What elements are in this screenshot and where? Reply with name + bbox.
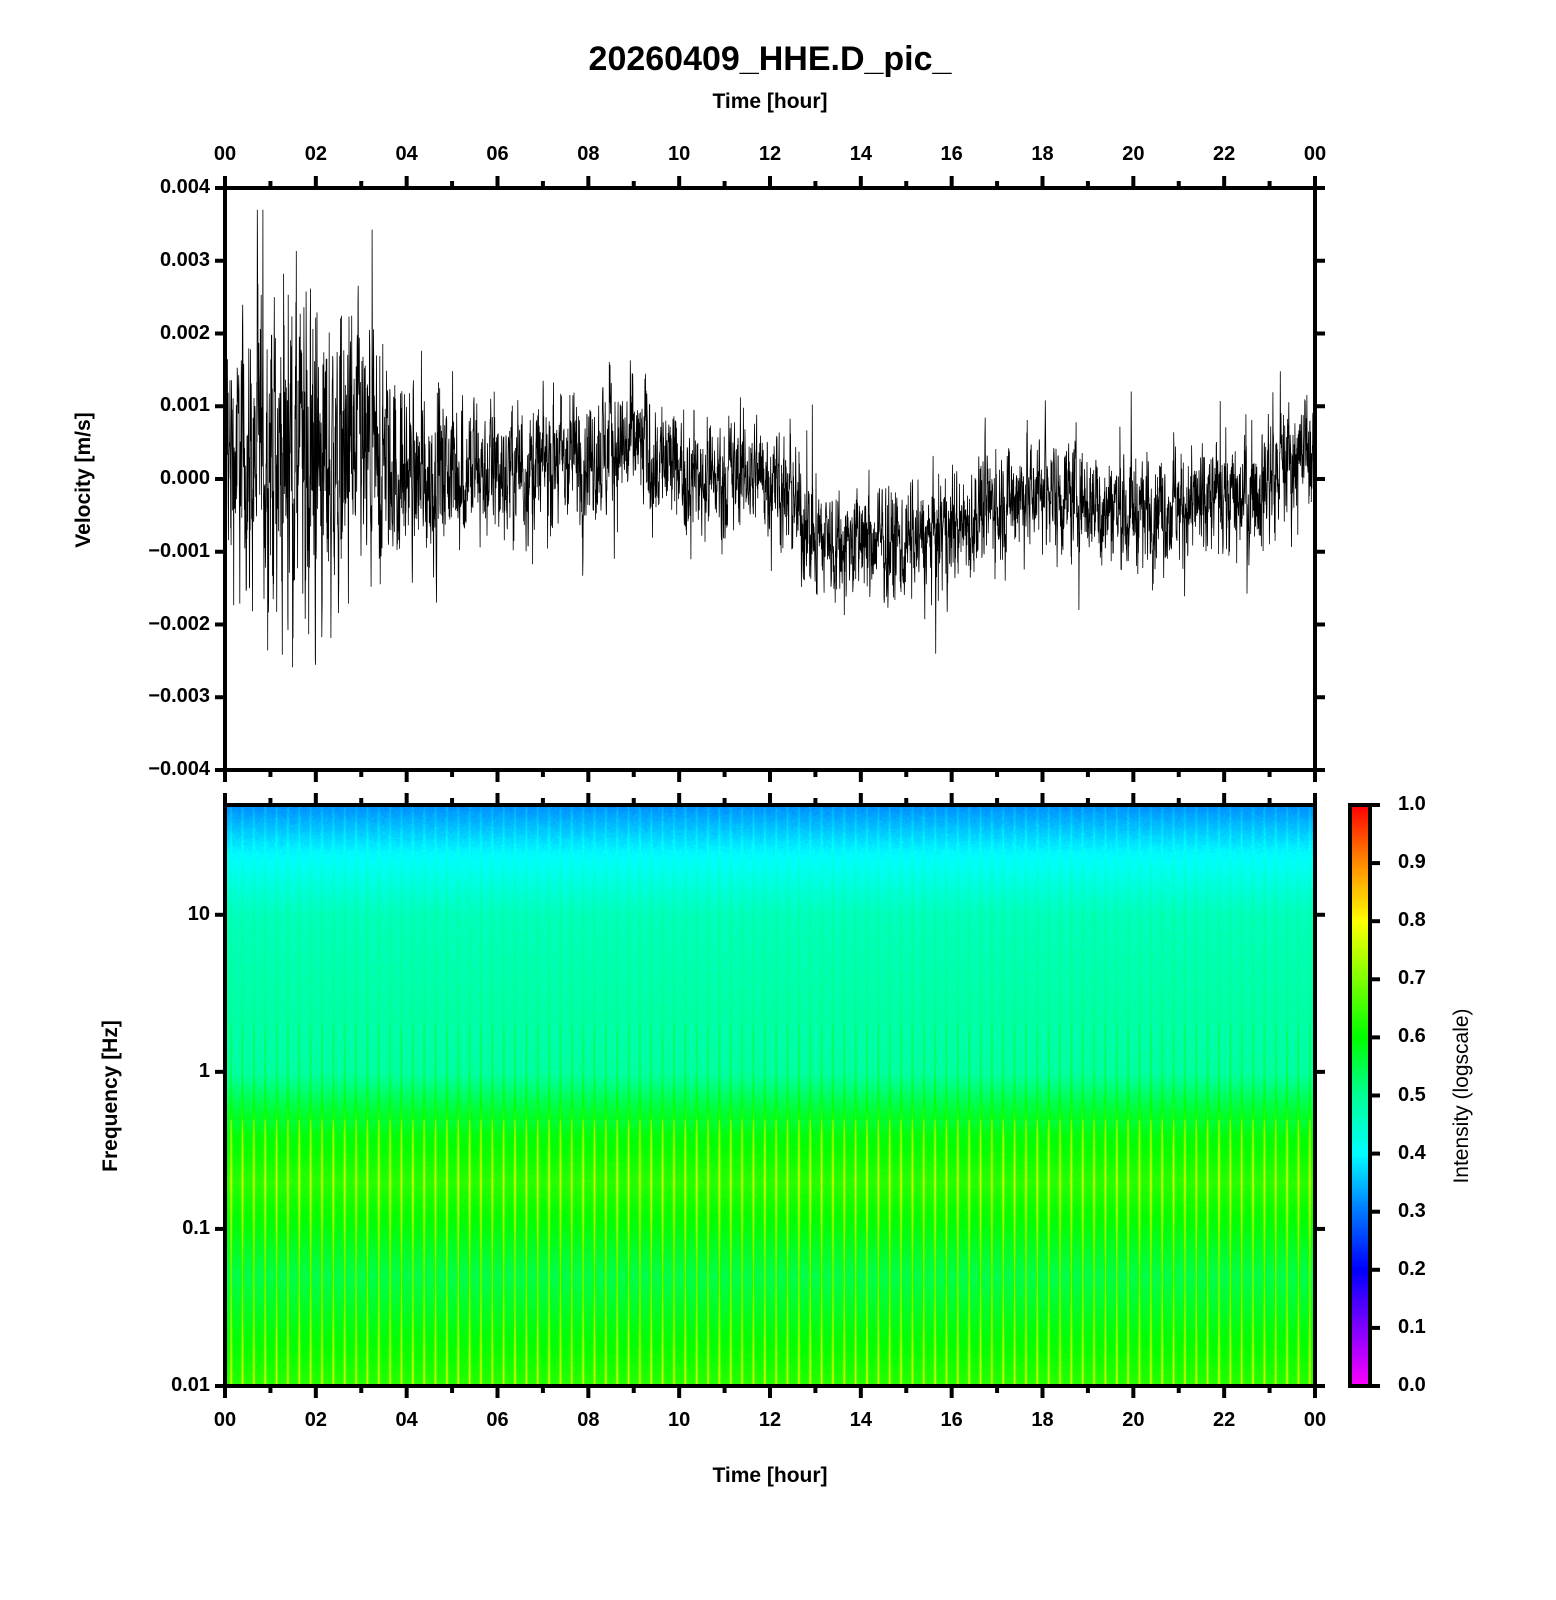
top-x-tick-label: 08 bbox=[577, 143, 600, 165]
bottom-x-tick-label: 10 bbox=[668, 1409, 691, 1431]
colorbar-tick-label: 0.8 bbox=[1398, 909, 1426, 932]
velocity-tick-label: 0.004 bbox=[159, 176, 210, 198]
bottom-x-tick-label: 12 bbox=[758, 1409, 782, 1431]
colorbar-tick-label: 0.4 bbox=[1398, 1141, 1426, 1164]
bottom-x-tick-label: 22 bbox=[1213, 1409, 1236, 1431]
bottom-x-axis-label: Time [hour] bbox=[712, 1464, 828, 1487]
velocity-tick-label: 0.002 bbox=[159, 321, 210, 344]
top-x-tick-label: 10 bbox=[668, 143, 691, 165]
colorbar-tick-label: 0.5 bbox=[1398, 1083, 1426, 1106]
velocity-tick-label: −0.001 bbox=[148, 539, 210, 562]
colorbar-gradient bbox=[1350, 805, 1370, 1386]
bottom-x-tick-label: 00 bbox=[1303, 1409, 1327, 1431]
top-x-tick-label: 00 bbox=[213, 143, 237, 165]
bottom-x-tick-label: 14 bbox=[849, 1409, 872, 1431]
top-x-tick-label: 02 bbox=[304, 143, 327, 165]
colorbar-tick-label: 0.1 bbox=[1398, 1315, 1426, 1338]
top-x-tick-label: 14 bbox=[849, 143, 872, 165]
bottom-x-tick-label: 06 bbox=[486, 1409, 509, 1431]
bottom-x-tick-label: 08 bbox=[577, 1409, 600, 1431]
velocity-tick-label: −0.003 bbox=[148, 685, 210, 708]
top-x-tick-label: 18 bbox=[1031, 143, 1054, 165]
top-x-tick-label: 12 bbox=[758, 143, 782, 165]
colorbar-tick-label: 0.9 bbox=[1398, 851, 1426, 874]
chart-title: 20260409_HHE.D_pic_ bbox=[588, 40, 952, 78]
top-x-tick-label: 20 bbox=[1122, 143, 1145, 165]
top-x-tick-label: 00 bbox=[1303, 143, 1327, 165]
velocity-trace bbox=[224, 209, 1316, 668]
top-x-tick-label: 16 bbox=[940, 143, 963, 165]
velocity-tick-label: 0.003 bbox=[159, 248, 210, 271]
velocity-tick-label: 0.001 bbox=[159, 394, 210, 417]
frequency-tick-label: 1 bbox=[198, 1059, 210, 1082]
velocity-tick-label: 0.000 bbox=[159, 467, 210, 489]
top-x-axis-label: Time [hour] bbox=[712, 90, 828, 113]
bottom-x-tick-label: 18 bbox=[1031, 1409, 1054, 1431]
spectrogram-image bbox=[225, 805, 1315, 1386]
colorbar-tick-label: 0.0 bbox=[1398, 1374, 1426, 1396]
colorbar-tick-label: 0.3 bbox=[1398, 1199, 1426, 1222]
frequency-tick-label: 0.01 bbox=[171, 1374, 210, 1396]
colorbar-frame bbox=[1348, 803, 1372, 1388]
velocity-tick-label: −0.004 bbox=[148, 758, 210, 780]
bottom-x-tick-label: 02 bbox=[304, 1409, 327, 1431]
colorbar-tick-label: 0.7 bbox=[1398, 967, 1426, 990]
colorbar-tick-label: 0.6 bbox=[1398, 1025, 1426, 1048]
top-x-tick-label: 22 bbox=[1213, 143, 1236, 165]
top-x-tick-label: 04 bbox=[395, 143, 418, 165]
top-x-tick-label: 06 bbox=[486, 143, 509, 165]
bottom-x-tick-label: 00 bbox=[213, 1409, 237, 1431]
bottom-x-tick-label: 16 bbox=[940, 1409, 963, 1431]
velocity-tick-label: −0.002 bbox=[148, 612, 210, 635]
colorbar-tick-label: 1.0 bbox=[1398, 793, 1426, 815]
spectrogram-frame bbox=[223, 803, 1317, 1388]
bottom-x-tick-label: 04 bbox=[395, 1409, 418, 1431]
colorbar-tick-label: 0.2 bbox=[1398, 1257, 1426, 1280]
frequency-tick-label: 0.1 bbox=[182, 1216, 210, 1239]
frequency-tick-label: 10 bbox=[187, 902, 210, 925]
bottom-x-tick-label: 20 bbox=[1122, 1409, 1145, 1431]
